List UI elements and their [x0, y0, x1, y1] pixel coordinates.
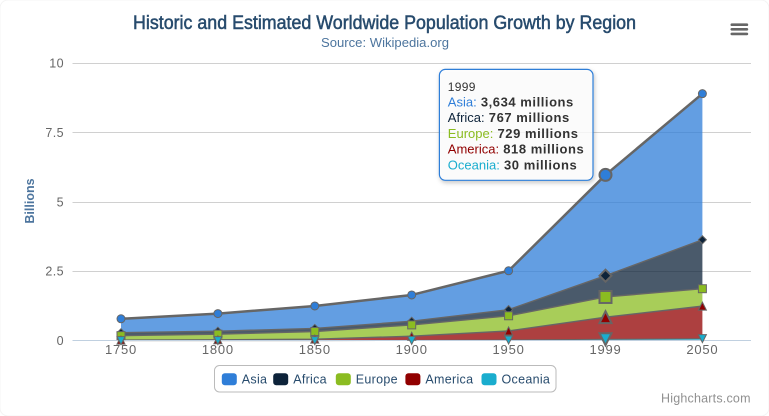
svg-text:America: 818 millions: America: 818 millions [448, 142, 584, 157]
svg-text:7.5: 7.5 [45, 126, 64, 140]
svg-text:Historic and Estimated Worldwi: Historic and Estimated Worldwide Populat… [133, 13, 636, 34]
svg-text:Europe: Europe [356, 373, 398, 387]
svg-text:Africa: Africa [293, 373, 327, 387]
svg-text:0: 0 [57, 334, 64, 348]
svg-text:1800: 1800 [202, 342, 234, 357]
svg-text:Billions: Billions [23, 178, 37, 223]
svg-text:1850: 1850 [299, 342, 331, 357]
svg-text:Africa: 767 millions: Africa: 767 millions [448, 110, 570, 125]
svg-text:America: America [425, 373, 473, 387]
svg-text:Europe: 729 millions: Europe: 729 millions [448, 126, 579, 141]
svg-text:Highcharts.com: Highcharts.com [661, 391, 751, 405]
svg-text:Oceania: Oceania [502, 373, 551, 387]
svg-text:1750: 1750 [105, 342, 137, 357]
svg-text:Asia: Asia [242, 373, 268, 387]
svg-text:Source: Wikipedia.org: Source: Wikipedia.org [321, 36, 449, 50]
svg-text:2050: 2050 [686, 342, 718, 357]
svg-text:Oceania: 30 millions: Oceania: 30 millions [448, 158, 577, 173]
svg-text:2.5: 2.5 [45, 265, 64, 279]
svg-text:1950: 1950 [493, 342, 525, 357]
svg-text:5: 5 [57, 195, 64, 209]
svg-text:1900: 1900 [396, 342, 428, 357]
svg-text:Asia: 3,634 millions: Asia: 3,634 millions [448, 94, 574, 109]
svg-text:1999: 1999 [589, 342, 621, 357]
svg-text:1999: 1999 [448, 80, 476, 94]
svg-text:10: 10 [49, 57, 64, 71]
